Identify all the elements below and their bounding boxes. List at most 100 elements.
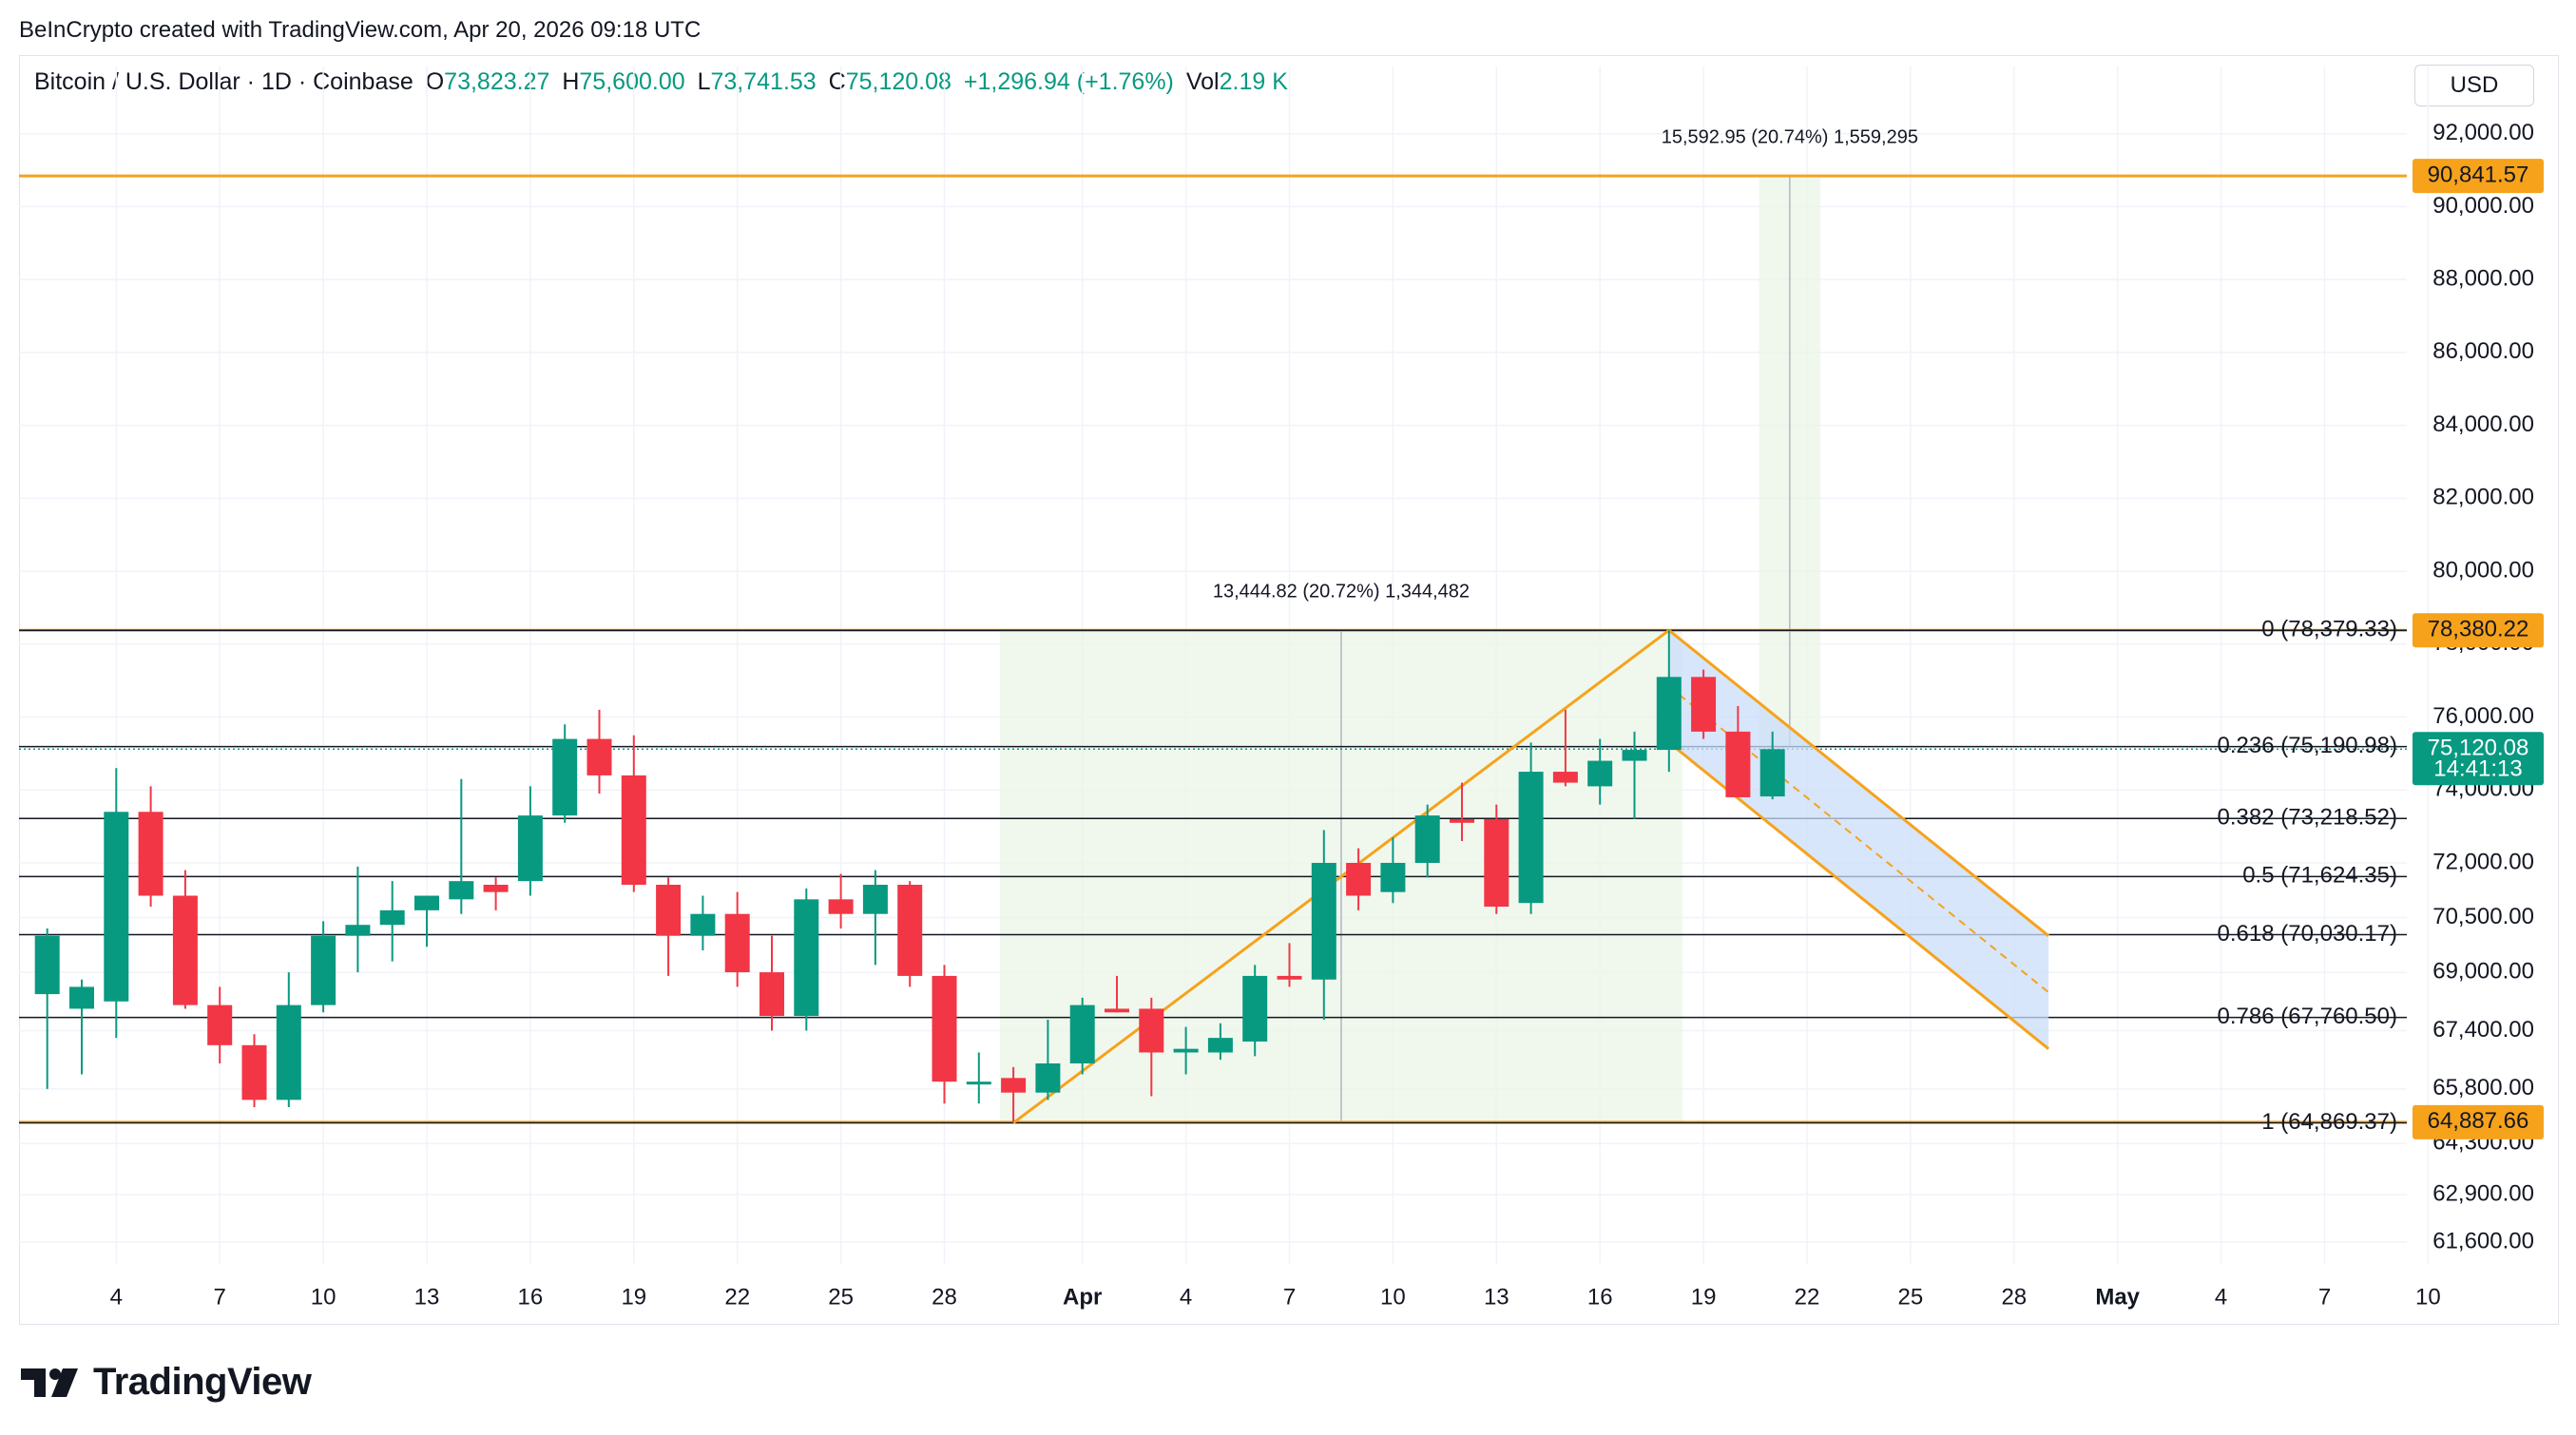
falling-channel-upper-line [1667, 629, 2050, 937]
time-axis-tick-label: May [2095, 1284, 2140, 1310]
time-axis-tick-label: 19 [1691, 1284, 1717, 1310]
candle-body [1725, 731, 1751, 797]
candle-body [1552, 772, 1578, 783]
candle-body [932, 975, 957, 1082]
fib-level-label: 0 (78,379.33) [2261, 617, 2397, 642]
current-price-badge [2413, 732, 2544, 786]
fib-level-label: 0.382 (73,218.52) [2218, 805, 2397, 831]
candle-body [207, 1004, 233, 1045]
candle-body [1277, 975, 1302, 980]
candle-body [1414, 815, 1440, 863]
candle-body [483, 885, 509, 892]
candle-body [1311, 862, 1336, 980]
candle-body [897, 885, 923, 976]
fib-level-label: 1 (64,869.37) [2261, 1109, 2397, 1135]
candle-body [828, 899, 854, 914]
volume-label: Vol [1185, 68, 1220, 95]
time-axis-tick-label: 19 [621, 1284, 646, 1310]
chart-frame [19, 55, 2559, 1325]
candle-body [724, 913, 750, 973]
price-axis-tick-label: 80,000.00 [2432, 557, 2534, 583]
time-axis-tick-label: 10 [2415, 1284, 2441, 1310]
time-axis-tick-label: 7 [214, 1284, 226, 1310]
candle-body [1380, 862, 1406, 892]
tradingview-logo-icon [21, 1368, 78, 1397]
candle-body [690, 913, 716, 936]
candle-body [966, 1081, 991, 1085]
time-axis-tick-label: 13 [414, 1284, 440, 1310]
fib-level-label: 0.786 (67,760.50) [2218, 1004, 2397, 1029]
high-label: H [562, 68, 580, 95]
price-level-badge-text: 78,380.22 [2428, 617, 2529, 642]
time-axis-tick-label: 13 [1484, 1284, 1509, 1310]
candle-body [656, 885, 682, 936]
currency-button[interactable]: USD [2414, 65, 2534, 106]
price-level-badge [2413, 159, 2544, 194]
price-axis-tick-label: 92,000.00 [2432, 120, 2534, 145]
measure-label-1: 13,444.82 (20.72%) 1,344,482 [1213, 582, 1470, 603]
price-axis-tick-label: 72,000.00 [2432, 849, 2534, 874]
change-value: +1,296.94 (+1.76%) [963, 68, 1174, 95]
candle-body [311, 935, 336, 1005]
candle-body [34, 935, 60, 995]
fib-level-label: 0.5 (71,624.35) [2242, 863, 2397, 889]
candle-body [1069, 1004, 1095, 1063]
plot-layer [19, 174, 2407, 1124]
current-price-badge-text: 14:41:13 [2433, 756, 2522, 782]
price-axis-tick-label: 69,000.00 [2432, 958, 2534, 984]
volume-value: 2.19 K [1219, 68, 1288, 95]
candle-body [1656, 677, 1682, 751]
price-level-badge-text: 90,841.57 [2428, 162, 2529, 187]
fib-level-label: 0.618 (70,030.17) [2218, 921, 2397, 947]
time-axis-tick-label: 7 [2318, 1284, 2331, 1310]
candle-body [1587, 760, 1613, 787]
candle-body [1173, 1048, 1199, 1053]
price-axis-tick-label: 65,800.00 [2432, 1075, 2534, 1100]
current-price-badge-text: 75,120.08 [2428, 736, 2529, 761]
measure-label-2: 15,592.95 (20.74%) 1,559,295 [1662, 126, 1918, 147]
candle-body [1484, 818, 1509, 908]
fib-level-label: 0.236 (75,190.98) [2218, 733, 2397, 758]
candle-body [1207, 1038, 1233, 1053]
time-axis-tick-label: 28 [2001, 1284, 2027, 1310]
low-label: L [697, 68, 711, 95]
symbol-title[interactable]: Bitcoin / U.S. Dollar · 1D · Coinbase [34, 68, 413, 95]
candle-body [1105, 1008, 1129, 1013]
low-value: 73,741.53 [710, 68, 817, 95]
candle-body [517, 815, 543, 882]
time-axis-tick-label: 25 [828, 1284, 854, 1310]
candle-body [1518, 772, 1544, 904]
price-axis-tick-label: 82,000.00 [2432, 485, 2534, 510]
price-axis-tick-label: 67,400.00 [2432, 1017, 2534, 1043]
time-axis-tick-label: 25 [1898, 1284, 1924, 1310]
candle-body [552, 738, 578, 816]
time-axis-tick-label: 7 [1283, 1284, 1296, 1310]
candle-body [1450, 818, 1474, 823]
time-axis-tick-label: 10 [311, 1284, 336, 1310]
price-axis-tick-label: 70,500.00 [2432, 904, 2534, 929]
time-axis-tick-label: 22 [1795, 1284, 1820, 1310]
candle-body [1622, 750, 1647, 761]
price-axis-tick-label: 90,000.00 [2432, 193, 2534, 219]
time-axis-tick-label: 22 [724, 1284, 750, 1310]
rising-trend-line [1012, 629, 1670, 1124]
candle-body [449, 881, 474, 900]
candle-body [794, 899, 819, 1017]
open-value: 73,823.27 [444, 68, 550, 95]
time-axis-tick-label: 28 [932, 1284, 957, 1310]
tradingview-logo[interactable]: TradingView [21, 1361, 312, 1404]
candle-body [1139, 1008, 1164, 1053]
candle-body [414, 895, 439, 910]
price-level-badge [2413, 613, 2544, 648]
candle-body [1691, 677, 1717, 732]
tradingview-logo-text: TradingView [93, 1361, 312, 1403]
candle-body [586, 738, 612, 775]
price-axis-tick-label: 84,000.00 [2432, 411, 2534, 437]
price-axis-tick-label: 62,900.00 [2432, 1180, 2534, 1206]
time-axis-tick-label: 16 [518, 1284, 544, 1310]
candle-body [1346, 862, 1372, 896]
time-axis-tick-label: 4 [1180, 1284, 1192, 1310]
candle-body [172, 895, 198, 1005]
candle-body [345, 925, 371, 936]
